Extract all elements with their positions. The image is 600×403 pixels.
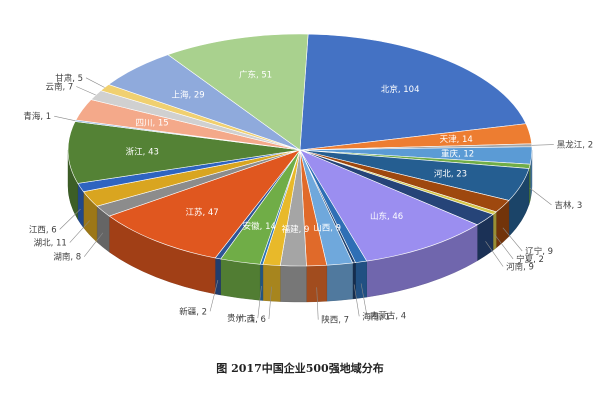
slice-29: [167, 33, 309, 151]
slice-27-label: 甘肃, 5: [55, 73, 83, 84]
slice-24-label: 青海, 1: [23, 111, 51, 122]
slice-12-side: [326, 262, 353, 302]
slice-28-label: 上海, 29: [171, 89, 204, 100]
slice-5-label: 河北, 23: [434, 169, 467, 180]
slice-12-label: 山西, 9: [313, 223, 341, 234]
slice-27-leader-line: [85, 77, 105, 88]
slice-26-leader-line: [76, 86, 96, 96]
chart-caption: 图 2017中国企业500强地域分布: [216, 361, 383, 375]
slice-10-label: 内蒙古, 4: [370, 310, 406, 321]
slice-23-label: 浙江, 43: [126, 147, 159, 158]
slice-8-leader-line: [485, 241, 504, 267]
slice-13-label: 陕西, 7: [321, 315, 349, 326]
slice-29-label: 广东, 51: [239, 69, 272, 80]
slice-22-leader-line: [59, 208, 81, 230]
slice-2-label: 黑龙江, 2: [557, 140, 593, 151]
slice-22-label: 江西, 6: [29, 225, 57, 235]
slice-11-side: [352, 262, 356, 300]
slice-7-label: 宁夏, 2: [516, 254, 544, 265]
slice-26-label: 云南, 7: [45, 82, 73, 93]
slice-6-leader-line: [502, 227, 523, 252]
slice-11-leader-line: [353, 284, 360, 317]
slice-0: [299, 33, 527, 151]
slice-6-label: 辽宁, 9: [525, 246, 553, 257]
slice-23: [67, 121, 301, 184]
slice-4-label: 吉林, 3: [555, 200, 583, 211]
slice-8-label: 河南, 9: [506, 262, 534, 273]
slice-15-leader-line: [268, 286, 272, 320]
slice-25-label: 四川, 15: [135, 119, 168, 129]
slice-15-label: 广西, 6: [238, 314, 266, 325]
slice-17-label: 安徽, 14: [243, 221, 276, 232]
slice-13-side: [306, 265, 328, 303]
slice-14-side: [280, 265, 307, 303]
slice-20-label: 湖南, 8: [53, 252, 81, 263]
slice-1-label: 天津, 14: [440, 134, 473, 145]
slice-24-leader-line: [54, 115, 76, 122]
slice-10-leader-line: [360, 283, 368, 316]
slice-18-leader-line: [209, 280, 219, 312]
slice-19-label: 江苏, 47: [185, 207, 218, 218]
slice-9-label: 山东, 46: [370, 211, 403, 222]
slice-9: [299, 149, 478, 262]
slice-2-leader-line: [531, 144, 554, 146]
slice-15-side: [262, 264, 281, 302]
slice-19: [108, 149, 301, 259]
slice-21-label: 湖北, 11: [34, 239, 67, 249]
slice-18-side: [214, 257, 221, 296]
slice-13-leader-line: [316, 287, 319, 320]
slice-0-label: 北京, 104: [381, 84, 420, 95]
slice-21-leader-line: [69, 220, 90, 243]
slice-3-label: 重庆, 12: [441, 149, 474, 160]
slice-4-leader-line: [529, 187, 552, 206]
slice-11-label: 海南, 1: [362, 311, 390, 322]
slice-7-leader-line: [494, 234, 514, 260]
slice-17-side: [220, 258, 261, 301]
slice-7-side: [492, 211, 497, 251]
slice-20-leader-line: [83, 232, 104, 257]
slice-16-leader-line: [257, 285, 262, 319]
slice-14-label: 福建, 9: [282, 224, 310, 235]
slice-18-label: 新疆, 2: [179, 306, 207, 317]
slice-10-side: [355, 260, 367, 299]
slice-16-label: 贵州, 1: [227, 313, 255, 324]
